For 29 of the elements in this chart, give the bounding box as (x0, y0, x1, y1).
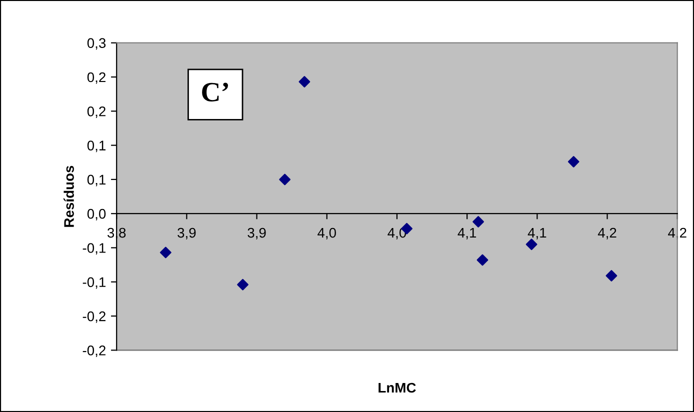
annotation: C’ (202, 82, 228, 102)
x-tick-label: 4,2 (668, 228, 686, 240)
y-tick-label: -0,2 (82, 346, 106, 358)
point (160, 246, 172, 258)
point (237, 278, 248, 290)
point (472, 216, 484, 228)
y-axis-title: Resíduos (64, 166, 74, 227)
x-tick-label: 4,2 (598, 228, 616, 240)
y-tick-label: 0,2 (87, 72, 106, 84)
point (606, 270, 618, 282)
x-axis-title: LnMC (378, 382, 416, 393)
point (279, 174, 291, 186)
y-tick-label: 0,0 (87, 208, 106, 220)
x-tick-label: 4,1 (528, 228, 546, 240)
y-tick-label: 0,3 (87, 38, 106, 50)
x-tick-label: 4,0 (318, 228, 336, 240)
y-tick-label: -0,1 (82, 277, 106, 289)
y-tick-label: 0,2 (87, 106, 106, 118)
point (568, 156, 580, 168)
point (476, 254, 488, 266)
y-tick-label: 0,1 (87, 140, 106, 152)
point (298, 76, 310, 88)
y-tick-label: -0,2 (82, 311, 106, 323)
x-tick-label: 3,9 (178, 228, 196, 240)
y-tick-label: -0,1 (82, 243, 106, 255)
x-tick-label: 4,1 (458, 228, 476, 240)
y-tick-label: 0,1 (87, 174, 106, 186)
point (526, 238, 538, 250)
x-tick-label: 3,9 (248, 228, 266, 240)
